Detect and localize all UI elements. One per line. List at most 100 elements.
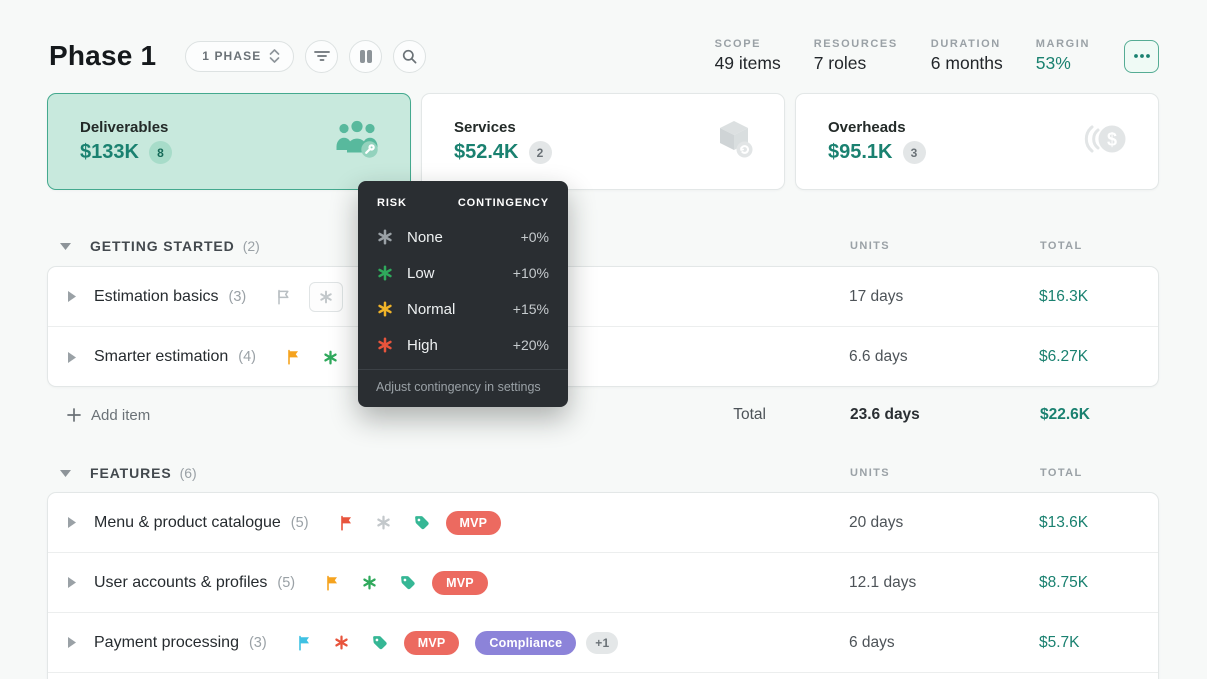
total-cell: $5.7K	[1039, 633, 1080, 651]
chevron-down-icon[interactable]	[60, 242, 71, 250]
section-units-total: 23.6 days	[850, 406, 920, 423]
chevron-right-icon[interactable]	[68, 517, 77, 528]
risk-contingency-popover: RISK CONTINGENCY None +0% Low +10%	[358, 181, 568, 407]
plus-icon	[67, 408, 81, 422]
table-row-user-accounts-profiles: User accounts & profiles (5)	[48, 553, 1158, 613]
card-deliverables[interactable]: Deliverables $133K 8	[47, 93, 411, 190]
section-amount-total: $22.6K	[1040, 406, 1090, 423]
total-column-header: TOTAL	[1040, 467, 1083, 479]
table-row-payment-processing: Payment processing (3)	[48, 613, 1158, 673]
page-title: Phase 1	[49, 40, 157, 71]
columns-icon	[359, 49, 373, 64]
units-cell[interactable]: 12.1 days	[849, 573, 917, 591]
units-cell[interactable]: 17 days	[849, 287, 904, 305]
flag-icon[interactable]	[297, 635, 312, 651]
tag-icon[interactable]	[413, 514, 430, 531]
total-column-header: TOTAL	[1040, 240, 1083, 252]
risk-option-none[interactable]: None +0%	[358, 219, 568, 255]
popover-footer-hint: Adjust contingency in settings	[358, 369, 568, 407]
contingency-column-header: CONTINGENCY	[457, 197, 549, 209]
deliverables-amount: $133K	[80, 141, 139, 163]
chevron-right-icon[interactable]	[68, 577, 77, 588]
filter-button[interactable]	[305, 39, 339, 73]
asterisk-icon	[377, 229, 394, 245]
services-count-badge: 2	[528, 141, 552, 164]
chevron-right-icon[interactable]	[68, 351, 77, 363]
columns-view-button[interactable]	[349, 39, 383, 73]
phase-selector[interactable]: 1 PHASE	[185, 40, 295, 72]
units-cell[interactable]: 20 days	[849, 513, 904, 531]
svg-text:$: $	[1107, 130, 1117, 150]
total-label: Total	[733, 406, 766, 423]
tag-badge-mvp[interactable]: MVP	[403, 630, 460, 655]
asterisk-icon	[377, 337, 394, 353]
summary-cards: Deliverables $133K 8	[47, 93, 1159, 190]
risk-option-high[interactable]: High +20%	[358, 327, 568, 363]
asterisk-icon	[377, 301, 394, 317]
total-cell: $13.6K	[1039, 513, 1089, 531]
asterisk-icon	[319, 290, 333, 304]
card-overheads[interactable]: Overheads $95.1K 3 $	[795, 93, 1159, 190]
units-column-header: UNITS	[850, 467, 890, 479]
search-icon	[402, 49, 417, 64]
risk-selector-button[interactable]	[309, 281, 344, 312]
tag-icon[interactable]	[371, 634, 388, 651]
overheads-count-badge: 3	[902, 141, 926, 164]
more-tags-badge[interactable]: +1	[586, 631, 619, 654]
units-cell[interactable]: 6.6 days	[849, 348, 908, 365]
risk-column-header: RISK	[377, 197, 407, 209]
table-row-estimation-basics: Estimation basics (3) 17 days	[48, 267, 1158, 327]
tag-badge-compliance[interactable]: Compliance	[475, 630, 577, 655]
risk-option-low[interactable]: Low +10%	[358, 255, 568, 291]
features-rows: Menu & product catalogue (5)	[47, 492, 1159, 679]
stat-resources: RESOURCES 7 roles	[813, 38, 898, 73]
asterisk-icon[interactable]	[376, 515, 391, 530]
chevron-right-icon[interactable]	[68, 291, 77, 302]
stat-margin: MARGIN 53%	[1035, 38, 1090, 73]
overheads-amount: $95.1K	[828, 141, 893, 163]
more-actions-button[interactable]	[1124, 39, 1159, 73]
filter-icon	[313, 49, 330, 63]
chevron-up-down-icon	[269, 49, 280, 63]
asterisk-icon[interactable]	[323, 350, 338, 365]
getting-started-footer: Add item Total 23.6 days $22.6K	[47, 397, 1159, 433]
ellipsis-icon	[1133, 53, 1151, 59]
chevron-down-icon[interactable]	[60, 469, 71, 477]
section-header-features: FEATURES (6) UNITS TOTAL	[47, 463, 1159, 483]
flag-icon[interactable]	[325, 575, 340, 591]
add-item-button[interactable]: Add item	[67, 407, 150, 424]
table-row-partial	[48, 673, 1158, 679]
tag-badge-mvp[interactable]: MVP	[445, 510, 502, 535]
chevron-right-icon[interactable]	[68, 637, 77, 648]
stat-duration: DURATION 6 months	[930, 38, 1003, 73]
tag-icon[interactable]	[399, 574, 416, 591]
summary-stats: SCOPE 49 items RESOURCES 7 roles DURATIO…	[715, 38, 1090, 74]
phase-selector-label: 1 PHASE	[202, 49, 262, 63]
tag-badge-mvp[interactable]: MVP	[432, 570, 488, 595]
search-button[interactable]	[393, 39, 427, 73]
getting-started-rows: Estimation basics (3) 17 days	[47, 266, 1159, 387]
asterisk-icon	[377, 265, 394, 281]
stat-scope: SCOPE 49 items	[714, 38, 781, 73]
asterisk-icon[interactable]	[362, 575, 377, 590]
units-column-header: UNITS	[850, 240, 890, 252]
risk-option-normal[interactable]: Normal +15%	[358, 291, 568, 327]
asterisk-icon[interactable]	[334, 635, 349, 650]
card-services[interactable]: Services $52.4K 2	[421, 93, 785, 190]
flag-icon[interactable]	[276, 289, 291, 305]
table-row-smarter-estimation: Smarter estimation (4) 6.6 days $6.27K	[48, 327, 1158, 386]
section-header-getting-started: GETTING STARTED (2) UNITS TOTAL	[47, 236, 1159, 256]
cube-icon	[714, 118, 754, 165]
deliverables-count-badge: 8	[148, 141, 172, 164]
flag-icon[interactable]	[339, 515, 354, 531]
flag-icon[interactable]	[286, 349, 301, 365]
services-amount: $52.4K	[454, 141, 519, 163]
total-cell: $16.3K	[1039, 287, 1089, 305]
topbar: Phase 1 1 PHASE	[49, 28, 1159, 84]
total-cell: $6.27K	[1039, 348, 1089, 365]
coins-icon: $	[1082, 120, 1128, 163]
table-row-menu-product-catalogue: Menu & product catalogue (5)	[48, 493, 1158, 553]
units-cell[interactable]: 6 days	[849, 633, 895, 651]
total-cell: $8.75K	[1039, 573, 1089, 591]
